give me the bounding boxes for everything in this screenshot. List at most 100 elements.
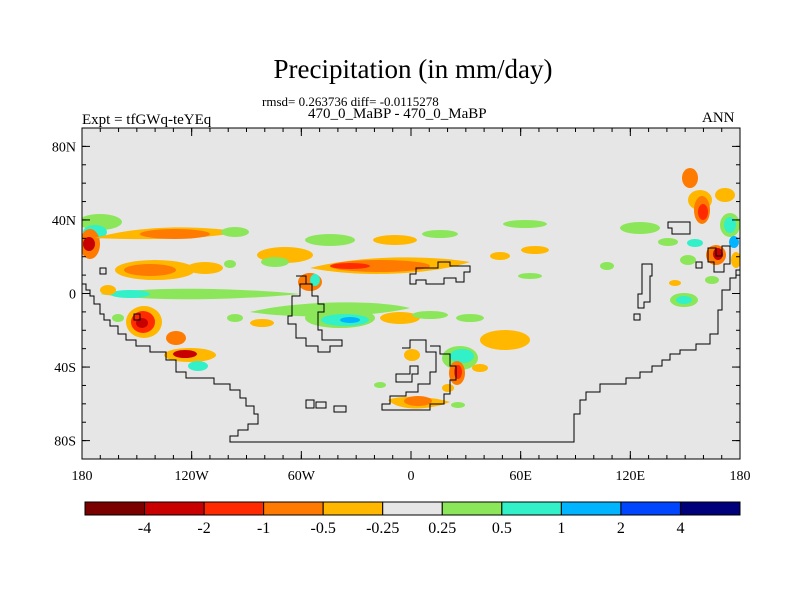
anomaly-patch: [112, 314, 124, 322]
anomaly-patch: [187, 262, 223, 274]
coastline-island: [637, 263, 653, 309]
anomaly-patch: [250, 319, 274, 327]
case-label: 470_0_MaBP - 470_0_MaBP: [308, 106, 487, 122]
anomaly-patch: [729, 236, 739, 248]
expt-label: Expt = tfGWq-teYEq: [82, 112, 212, 128]
anomaly-patch: [422, 230, 458, 238]
anomaly-patch: [227, 314, 243, 322]
anomaly-patch: [480, 330, 530, 350]
colorbar: -4 -2 -1 -0.5 -0.25 0.25 0.5 1 2 4: [84, 501, 741, 537]
anomaly-patch: [166, 331, 186, 345]
anomaly-patch: [705, 276, 719, 284]
anomaly-patch: [518, 273, 542, 279]
lon-tick-label: 60E: [509, 469, 532, 484]
lon-tick-label: 120W: [175, 469, 210, 484]
lat-tick-label: 80N: [52, 140, 76, 155]
anomaly-patch: [100, 285, 116, 295]
anomaly-patch: [442, 384, 454, 392]
lon-tick-label: 120E: [616, 469, 646, 484]
coastline-island: [133, 313, 141, 321]
anomaly-patch: [658, 238, 678, 246]
anomaly-patch: [680, 255, 696, 265]
lon-tick-label: 60W: [288, 469, 316, 484]
colorbar-swatch: [560, 501, 622, 516]
colorbar-label: 1: [557, 520, 565, 537]
coastline-island: [395, 365, 419, 383]
anomaly-patch: [310, 274, 320, 286]
lat-tick-label: 40N: [52, 214, 76, 229]
colorbar-label: 0.25: [428, 520, 456, 537]
coastline-island: [695, 261, 703, 269]
lon-tick-label: 0: [408, 469, 415, 484]
lat-tick-label: 80S: [54, 435, 76, 450]
colorbar-label: -4: [138, 520, 151, 537]
anomaly-patch: [374, 382, 386, 388]
anomaly-patch: [404, 396, 432, 406]
colorbar-swatch: [441, 501, 503, 516]
anomaly-patch: [188, 361, 208, 371]
anomaly-patch: [472, 364, 488, 372]
anomaly-patch: [110, 290, 150, 298]
anomaly-patch: [682, 168, 698, 188]
coastline-east: [707, 245, 731, 273]
anomaly-patch: [503, 220, 547, 228]
colorbar-label: 2: [617, 520, 625, 537]
anomaly-patch: [173, 350, 197, 358]
anomaly-patch: [404, 349, 420, 361]
colorbar-swatch: [501, 501, 562, 516]
coastline-south: [82, 269, 740, 443]
anomaly-patch: [412, 311, 448, 319]
colorbar-swatch: [263, 501, 324, 516]
anomaly-patch: [521, 246, 549, 254]
anomaly-patch: [261, 257, 289, 267]
colorbar-swatch: [679, 501, 741, 516]
anomaly-patch: [715, 188, 735, 202]
colorbar-label: 4: [676, 520, 684, 537]
coastline-north-strip: [409, 261, 471, 285]
coastlines: [82, 221, 740, 443]
anomaly-patch: [224, 260, 236, 268]
anomaly-patch: [620, 222, 660, 234]
colorbar-swatch: [322, 501, 384, 516]
anomaly-patch: [731, 252, 740, 268]
colorbar-label: -0.25: [366, 520, 399, 537]
plot-title: Precipitation (in mm/day): [273, 54, 553, 84]
anomaly-patch: [221, 227, 249, 237]
anomaly-patch: [373, 235, 417, 245]
anomaly-patch: [340, 317, 360, 323]
anomaly-patch: [140, 229, 210, 239]
coastline-island: [315, 401, 327, 409]
anomaly-patch: [724, 217, 736, 233]
lon-tick-label: 180: [730, 469, 751, 484]
lon-tick-label: 180: [72, 469, 93, 484]
colorbar-label: -2: [197, 520, 210, 537]
colorbar-swatch: [144, 501, 205, 516]
lat-tick-label: 0: [69, 288, 76, 303]
anomaly-patch: [698, 204, 708, 220]
colorbar-label: -0.5: [311, 520, 336, 537]
anomaly-patch: [100, 288, 300, 300]
colorbar-swatch: [382, 501, 443, 516]
anomaly-patch: [676, 296, 692, 304]
anomaly-patch: [454, 365, 462, 379]
coastline-island: [633, 313, 641, 321]
anomaly-patch: [330, 263, 370, 269]
anomaly-patch: [490, 252, 510, 260]
season-label: ANN: [702, 110, 735, 126]
anomaly-patch: [124, 264, 176, 276]
axis-ticks: 80N 40N 0 40S 80S 180 120W 60W 0 60E 120E 180: [52, 127, 751, 484]
colorbar-swatch: [84, 501, 146, 516]
coastline-island: [305, 399, 315, 409]
coastline-ring: [381, 339, 457, 411]
anomaly-field: [82, 168, 740, 409]
coastline-island: [333, 405, 347, 413]
anomaly-patch: [669, 280, 681, 286]
colorbar-swatch: [203, 501, 265, 516]
anomaly-patch: [456, 314, 484, 322]
colorbar-swatch: [620, 501, 681, 516]
coastline-island: [667, 221, 691, 235]
anomaly-patch: [305, 234, 355, 246]
anomaly-patch: [451, 402, 465, 408]
colorbar-label: -1: [257, 520, 270, 537]
